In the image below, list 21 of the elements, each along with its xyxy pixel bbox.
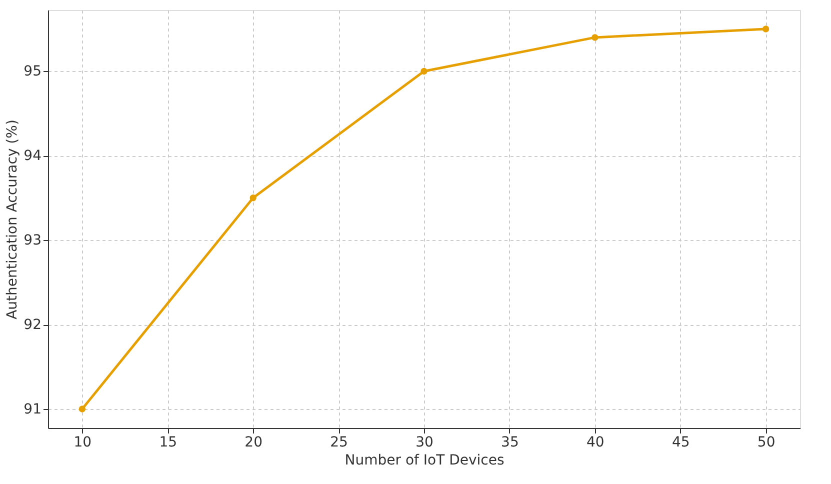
x-tick-label: 20 bbox=[244, 434, 263, 450]
y-axis-title: Authentication Accuracy (%) bbox=[4, 120, 21, 320]
x-tick-label: 50 bbox=[757, 434, 776, 450]
point bbox=[762, 26, 770, 32]
x-tick-label: 45 bbox=[672, 434, 690, 450]
y-tick-label: 93 bbox=[24, 232, 42, 249]
point bbox=[78, 406, 86, 412]
x-tick-label: 25 bbox=[330, 434, 348, 450]
y-tick-label: 92 bbox=[24, 317, 42, 334]
y-tick-label: 91 bbox=[24, 402, 42, 418]
x-tick-label: 15 bbox=[159, 434, 178, 450]
x-tick-label: 10 bbox=[74, 434, 92, 450]
point bbox=[592, 34, 598, 41]
y-tick-label: 94 bbox=[24, 148, 42, 164]
x-tick-label: 40 bbox=[586, 434, 604, 450]
x-axis-title: Number of IoT Devices bbox=[344, 452, 504, 468]
point bbox=[420, 68, 428, 75]
x-tick-label: 30 bbox=[416, 434, 434, 450]
x-tick-label: 35 bbox=[501, 434, 519, 450]
y-tick-label: 95 bbox=[24, 64, 42, 80]
point bbox=[250, 194, 256, 202]
